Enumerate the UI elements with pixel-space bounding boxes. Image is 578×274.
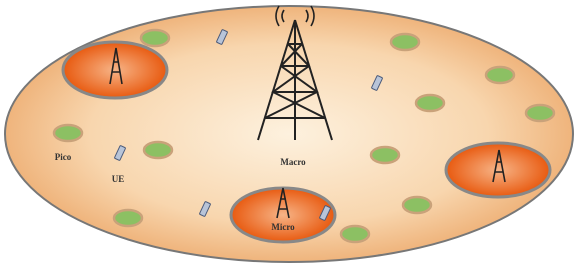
macro-label: Macro (280, 157, 306, 167)
pico-cell (341, 226, 369, 242)
pico-cell (114, 210, 142, 226)
pico-label: Pico (55, 152, 72, 162)
pico-cell (526, 105, 554, 121)
micro-label: Micro (271, 222, 295, 232)
pico-cell (391, 34, 419, 50)
page: Pico UE Macro Micro (() => { const data … (0, 0, 578, 269)
pico-cell (403, 197, 431, 213)
diagram: Pico UE Macro Micro (0, 0, 578, 269)
pico-cell (144, 142, 172, 158)
ue-label: UE (112, 174, 125, 184)
pico-cell (54, 125, 82, 141)
micro-cell (231, 188, 335, 242)
pico-cell (141, 30, 169, 46)
pico-cell (486, 67, 514, 83)
pico-cell (371, 147, 399, 163)
pico-cell (416, 95, 444, 111)
